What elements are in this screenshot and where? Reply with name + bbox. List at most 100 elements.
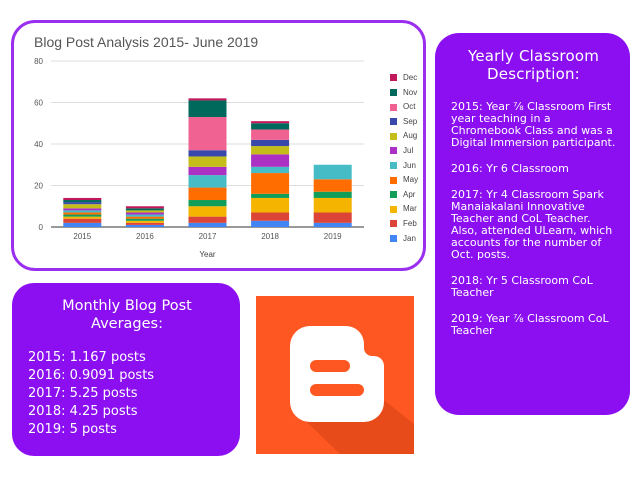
legend-item-jan: Jan	[390, 234, 416, 246]
bar-segment-2016-jun	[125, 214, 164, 217]
bar-segment-2015-dec	[63, 197, 102, 201]
bar-segment-2017-nov	[188, 100, 227, 118]
bar-segment-2017-jun	[188, 175, 227, 188]
bar-segment-2017-apr	[188, 200, 227, 207]
blogger-logo	[256, 296, 414, 454]
bar-segment-2019-may	[313, 179, 352, 192]
legend-label: Mar	[403, 204, 417, 214]
legend-label: May	[403, 175, 419, 185]
bar-segment-2015-jun	[63, 210, 102, 213]
monthly-average-2018: 2018: 4.25 posts	[28, 404, 138, 419]
legend-item-jul: Jul	[390, 146, 413, 158]
bar-segment-2015-may	[63, 212, 102, 215]
bar-segment-2018-apr	[251, 193, 290, 198]
bar-segment-2015-apr	[63, 214, 102, 217]
y-tick-label: 80	[34, 57, 43, 66]
legend-swatch	[390, 191, 397, 199]
legend-label: Oct	[403, 102, 416, 112]
bar-segment-2018-jul	[251, 154, 290, 167]
bar-segment-2016-mar	[125, 220, 164, 223]
bar-segment-2019-jan	[313, 222, 352, 227]
bar-segment-2018-dec	[251, 121, 290, 124]
yearly-entry-2015: 2015: Year ⅞ Classroom First year teachi…	[451, 100, 616, 149]
stacked-bar-chart: Blog Post Analysis 2015- June 2019 0 20 40 6…	[34, 34, 364, 259]
legend-swatch	[390, 161, 397, 169]
bar-segment-2018-nov	[251, 123, 290, 130]
y-tick-label: 20	[34, 182, 43, 191]
legend-label: Jan	[403, 233, 416, 243]
monthly-title: Monthly Blog Post Averages:	[62, 298, 192, 332]
bar-segment-2018-oct	[251, 129, 290, 140]
bar-segment-2016-aug	[125, 210, 164, 213]
legend-swatch	[390, 220, 397, 228]
bar-segment-2016-nov	[125, 208, 164, 211]
bar-segment-2017-jul	[188, 166, 227, 176]
legend-item-feb: Feb	[390, 219, 417, 231]
bar-segment-2018-feb	[251, 212, 290, 221]
legend-label: Jun	[403, 160, 416, 170]
bar-segment-2019-apr	[313, 191, 352, 198]
yearly-entry-2019: 2019: Year ⅞ Classroom CoL Teacher	[451, 312, 609, 337]
monthly-average-2019: 2019: 5 posts	[28, 422, 117, 437]
x-axis-label: Year	[199, 250, 216, 259]
blog-post-chart-card: Blog Post Analysis 2015- June 2019 0 20 40 6…	[11, 20, 426, 271]
legend-swatch	[390, 74, 397, 82]
monthly-averages-panel: Monthly Blog Post Averages: 2015: 1.167 …	[12, 283, 240, 456]
legend-item-may: May	[390, 175, 418, 187]
legend-item-nov: Nov	[390, 88, 417, 100]
bar-segment-2016-jan	[125, 224, 164, 227]
y-tick-label: 40	[34, 140, 43, 149]
legend-label: Nov	[403, 87, 418, 97]
bar-segment-2017-sep	[188, 150, 227, 157]
legend-item-apr: Apr	[390, 190, 415, 202]
legend-label: Dec	[403, 73, 418, 82]
yearly-entry-2018: 2018: Yr 5 Classroom CoL Teacher	[451, 274, 593, 299]
yearly-classroom-panel: Yearly Classroom Description: 2015: Year…	[435, 33, 630, 415]
bar-segment-2015-jan	[63, 222, 102, 227]
bar-segment-2018-jun	[251, 166, 290, 174]
bar-segment-2015-sep	[63, 202, 102, 205]
x-tick-label: 2015	[73, 232, 91, 241]
y-tick-label: 60	[34, 99, 43, 108]
x-tick-label: 2019	[324, 232, 342, 241]
x-tick-label: 2018	[261, 232, 279, 241]
legend-swatch	[390, 176, 397, 184]
bar-segment-2017-oct	[188, 117, 227, 151]
bar-segment-2015-aug	[63, 204, 102, 209]
bar-segment-2019-feb	[313, 212, 352, 223]
legend-label: Apr	[403, 189, 416, 199]
bar-segment-2016-apr	[125, 218, 164, 221]
bar-segment-2019-mar	[313, 197, 352, 213]
legend-item-mar: Mar	[390, 204, 417, 216]
x-tick-label: 2017	[199, 232, 217, 241]
bar-segment-2017-jan	[188, 222, 227, 227]
monthly-average-2017: 2017: 5.25 posts	[28, 386, 138, 401]
legend-swatch	[390, 118, 397, 126]
legend-label: Sep	[403, 116, 418, 126]
legend-swatch	[390, 88, 397, 96]
bar-segment-2019-jun	[313, 164, 352, 180]
monthly-average-2015: 2015: 1.167 posts	[28, 350, 146, 365]
bar-segment-2018-jan	[251, 220, 290, 227]
legend-swatch	[390, 234, 397, 242]
bar-segment-2018-mar	[251, 197, 290, 213]
x-tick-label: 2016	[136, 232, 154, 241]
bar-segment-2015-jul	[63, 208, 102, 211]
bar-segment-2017-mar	[188, 206, 227, 217]
bar-segment-2015-mar	[63, 216, 102, 219]
bar-segment-2016-feb	[125, 222, 164, 225]
bar-segment-2016-jul	[125, 212, 164, 215]
legend-item-jun: Jun	[390, 161, 416, 173]
monthly-average-2016: 2016: 0.9091 posts	[28, 368, 155, 383]
legend-item-dec: Dec	[390, 73, 417, 85]
legend-swatch	[390, 205, 397, 213]
bar-segment-2017-aug	[188, 156, 227, 167]
legend-label: Jul	[403, 146, 414, 155]
blogger-logo-icon	[290, 326, 414, 454]
bar-segment-2016-dec	[125, 206, 164, 209]
yearly-title: Yearly Classroom Description:	[467, 47, 600, 83]
legend-swatch	[390, 147, 397, 155]
y-tick-label: 0	[39, 223, 44, 232]
bar-segment-2018-sep	[251, 139, 290, 147]
bar-segment-2018-may	[251, 173, 290, 194]
